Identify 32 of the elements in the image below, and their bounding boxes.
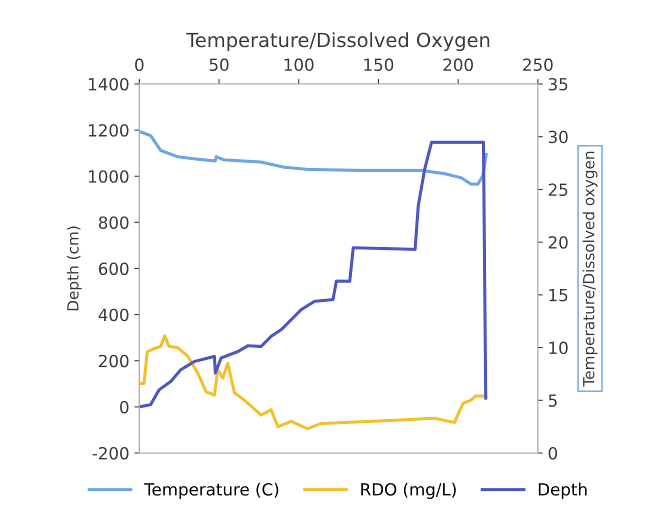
legend-label: RDO (mg/L) bbox=[361, 482, 456, 499]
x-tick-label: 100 bbox=[284, 58, 314, 72]
y-tick-label: 1000 bbox=[89, 170, 128, 183]
y2-tick-label: 30 bbox=[548, 130, 568, 144]
y2-tick-label: 5 bbox=[548, 394, 557, 407]
legend-label: Depth bbox=[538, 482, 587, 499]
y-tick-label: 1200 bbox=[89, 124, 128, 137]
y-axis-title: Depth (cm) bbox=[66, 226, 82, 310]
y2-tick-label: 15 bbox=[549, 289, 568, 302]
y2-tick-label: 20 bbox=[548, 236, 568, 249]
y-tick-label: -200 bbox=[92, 446, 128, 460]
x-tick-label: 200 bbox=[443, 58, 473, 72]
y-tick-label: 800 bbox=[98, 216, 128, 229]
y2-tick-label: 10 bbox=[549, 342, 568, 354]
y2-tick-label: 25 bbox=[548, 183, 568, 196]
y2-axis-title: Temperature/Dissolved oxygen bbox=[582, 152, 598, 387]
legend-label: Temperature (C) bbox=[144, 482, 278, 499]
y-tick-label: 200 bbox=[99, 354, 128, 368]
y2-tick-label: 0 bbox=[548, 446, 558, 460]
y-tick-label: 400 bbox=[98, 308, 128, 322]
y-tick-label: 1400 bbox=[89, 78, 128, 91]
y2-tick-label: 35 bbox=[548, 78, 568, 91]
x-tick-label: 250 bbox=[523, 58, 553, 72]
x-tick-label: 50 bbox=[210, 58, 229, 72]
x-tick-label: 150 bbox=[364, 58, 394, 72]
y-tick-label: 600 bbox=[98, 262, 128, 276]
line-series bbox=[139, 140, 488, 408]
line-series bbox=[139, 130, 488, 186]
y-tick-label: 0 bbox=[120, 400, 128, 414]
line-series bbox=[139, 334, 488, 430]
x-axis-title: Temperature/Dissolved Oxygen bbox=[186, 32, 490, 52]
x-tick-label: 0 bbox=[135, 58, 144, 72]
